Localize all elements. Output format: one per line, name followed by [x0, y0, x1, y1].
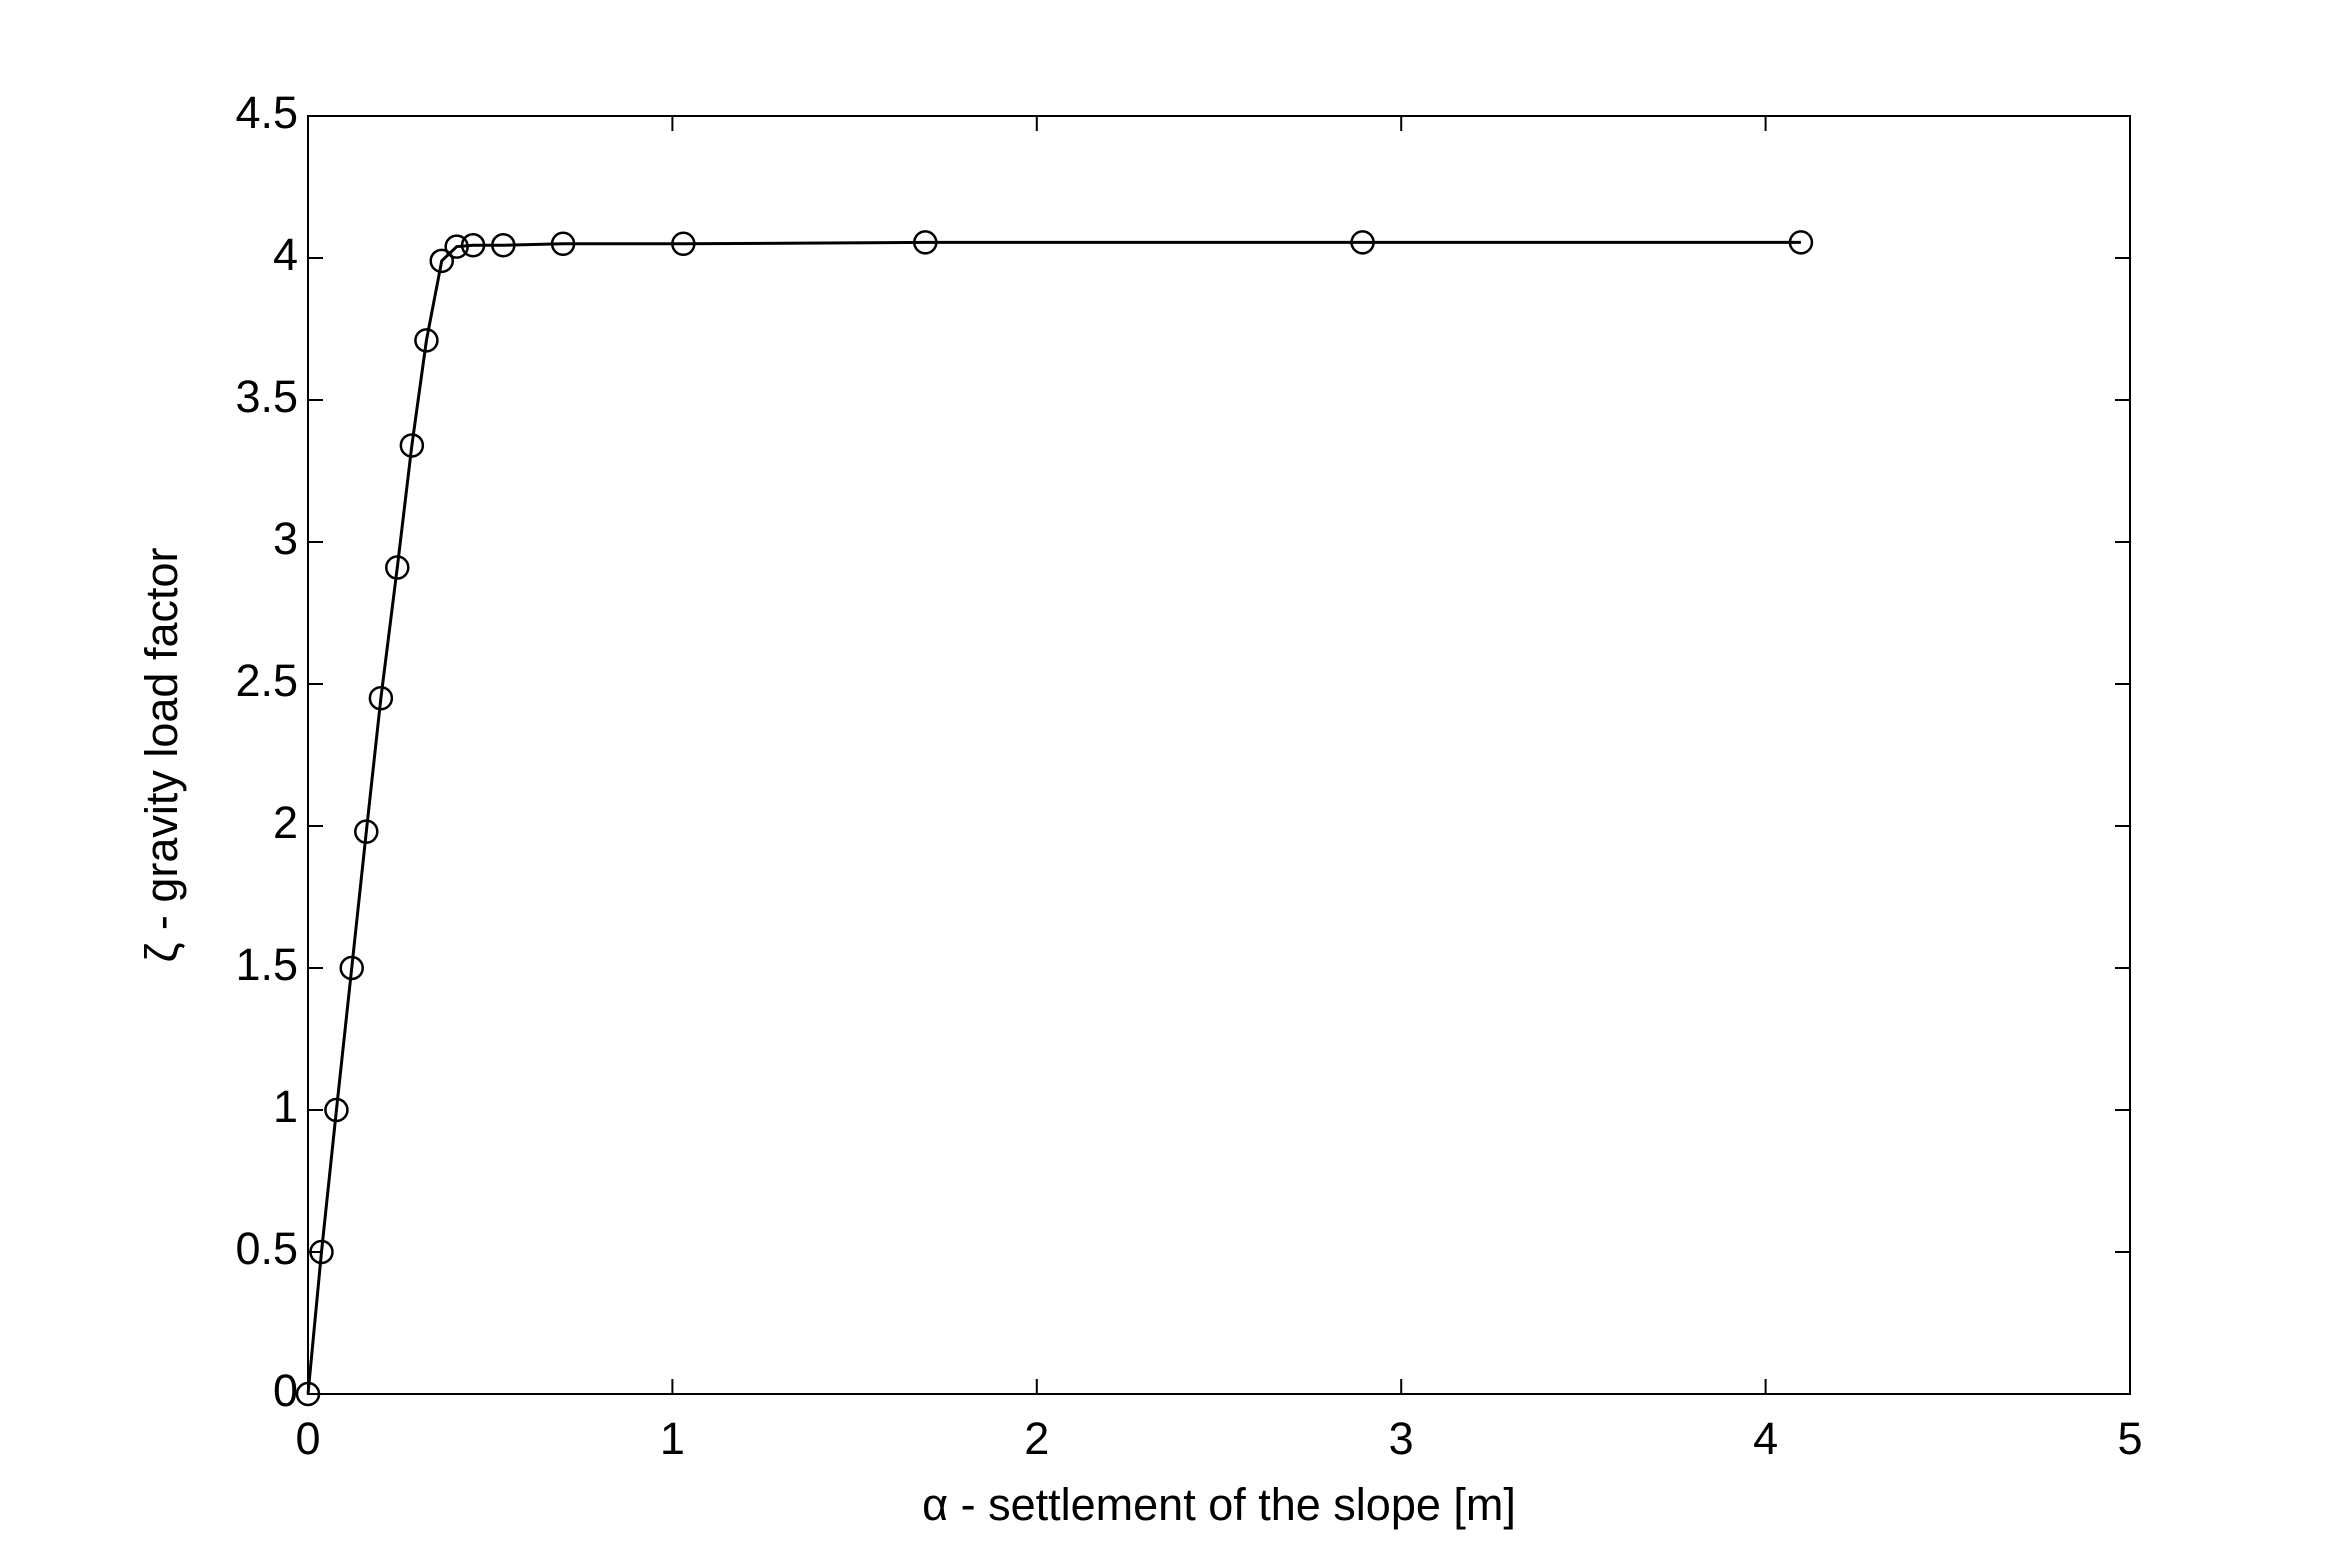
x-tick-label: 5	[2117, 1413, 2142, 1464]
data-point	[309, 1239, 334, 1265]
data-point	[354, 819, 379, 844]
x-tick-label: 1	[660, 1413, 685, 1464]
data-point	[1350, 230, 1375, 255]
data-point	[385, 555, 410, 580]
plot-frame	[307, 115, 2131, 1395]
data-point	[414, 328, 439, 353]
data-point	[339, 955, 364, 981]
data-point	[429, 248, 454, 274]
y-tick-label: 4	[273, 229, 298, 280]
x-tick-label: 2	[1024, 1413, 1049, 1464]
data-point	[368, 685, 394, 711]
y-tick-label: 0	[273, 1365, 298, 1416]
x-axis-label: α - settlement of the slope [m]	[922, 1479, 1516, 1530]
data-point	[550, 231, 576, 257]
y-axis-label: ζ - gravity load factor	[136, 547, 187, 962]
data-point	[491, 232, 516, 258]
data-point	[399, 433, 425, 458]
x-tick-label: 4	[1753, 1413, 1778, 1464]
data-point	[1788, 230, 1814, 255]
y-tick-label: 2	[273, 797, 298, 848]
y-tick-label: 4.5	[235, 87, 298, 138]
x-tick-label: 3	[1389, 1413, 1414, 1464]
y-tick-label: 3.5	[235, 371, 298, 422]
y-tick-label: 1	[273, 1081, 298, 1132]
data-point	[444, 234, 469, 259]
data-point	[324, 1097, 349, 1123]
y-tick-label: 1.5	[235, 939, 298, 990]
y-tick-label: 3	[273, 513, 298, 564]
y-tick-label: 0.5	[235, 1223, 298, 1274]
data-point	[913, 230, 938, 255]
y-tick-label: 2.5	[235, 655, 298, 706]
data-line	[306, 240, 1801, 1395]
data-point	[460, 232, 486, 258]
data-point	[671, 231, 696, 257]
x-tick-label: 0	[295, 1413, 320, 1464]
data-point	[295, 1381, 321, 1407]
